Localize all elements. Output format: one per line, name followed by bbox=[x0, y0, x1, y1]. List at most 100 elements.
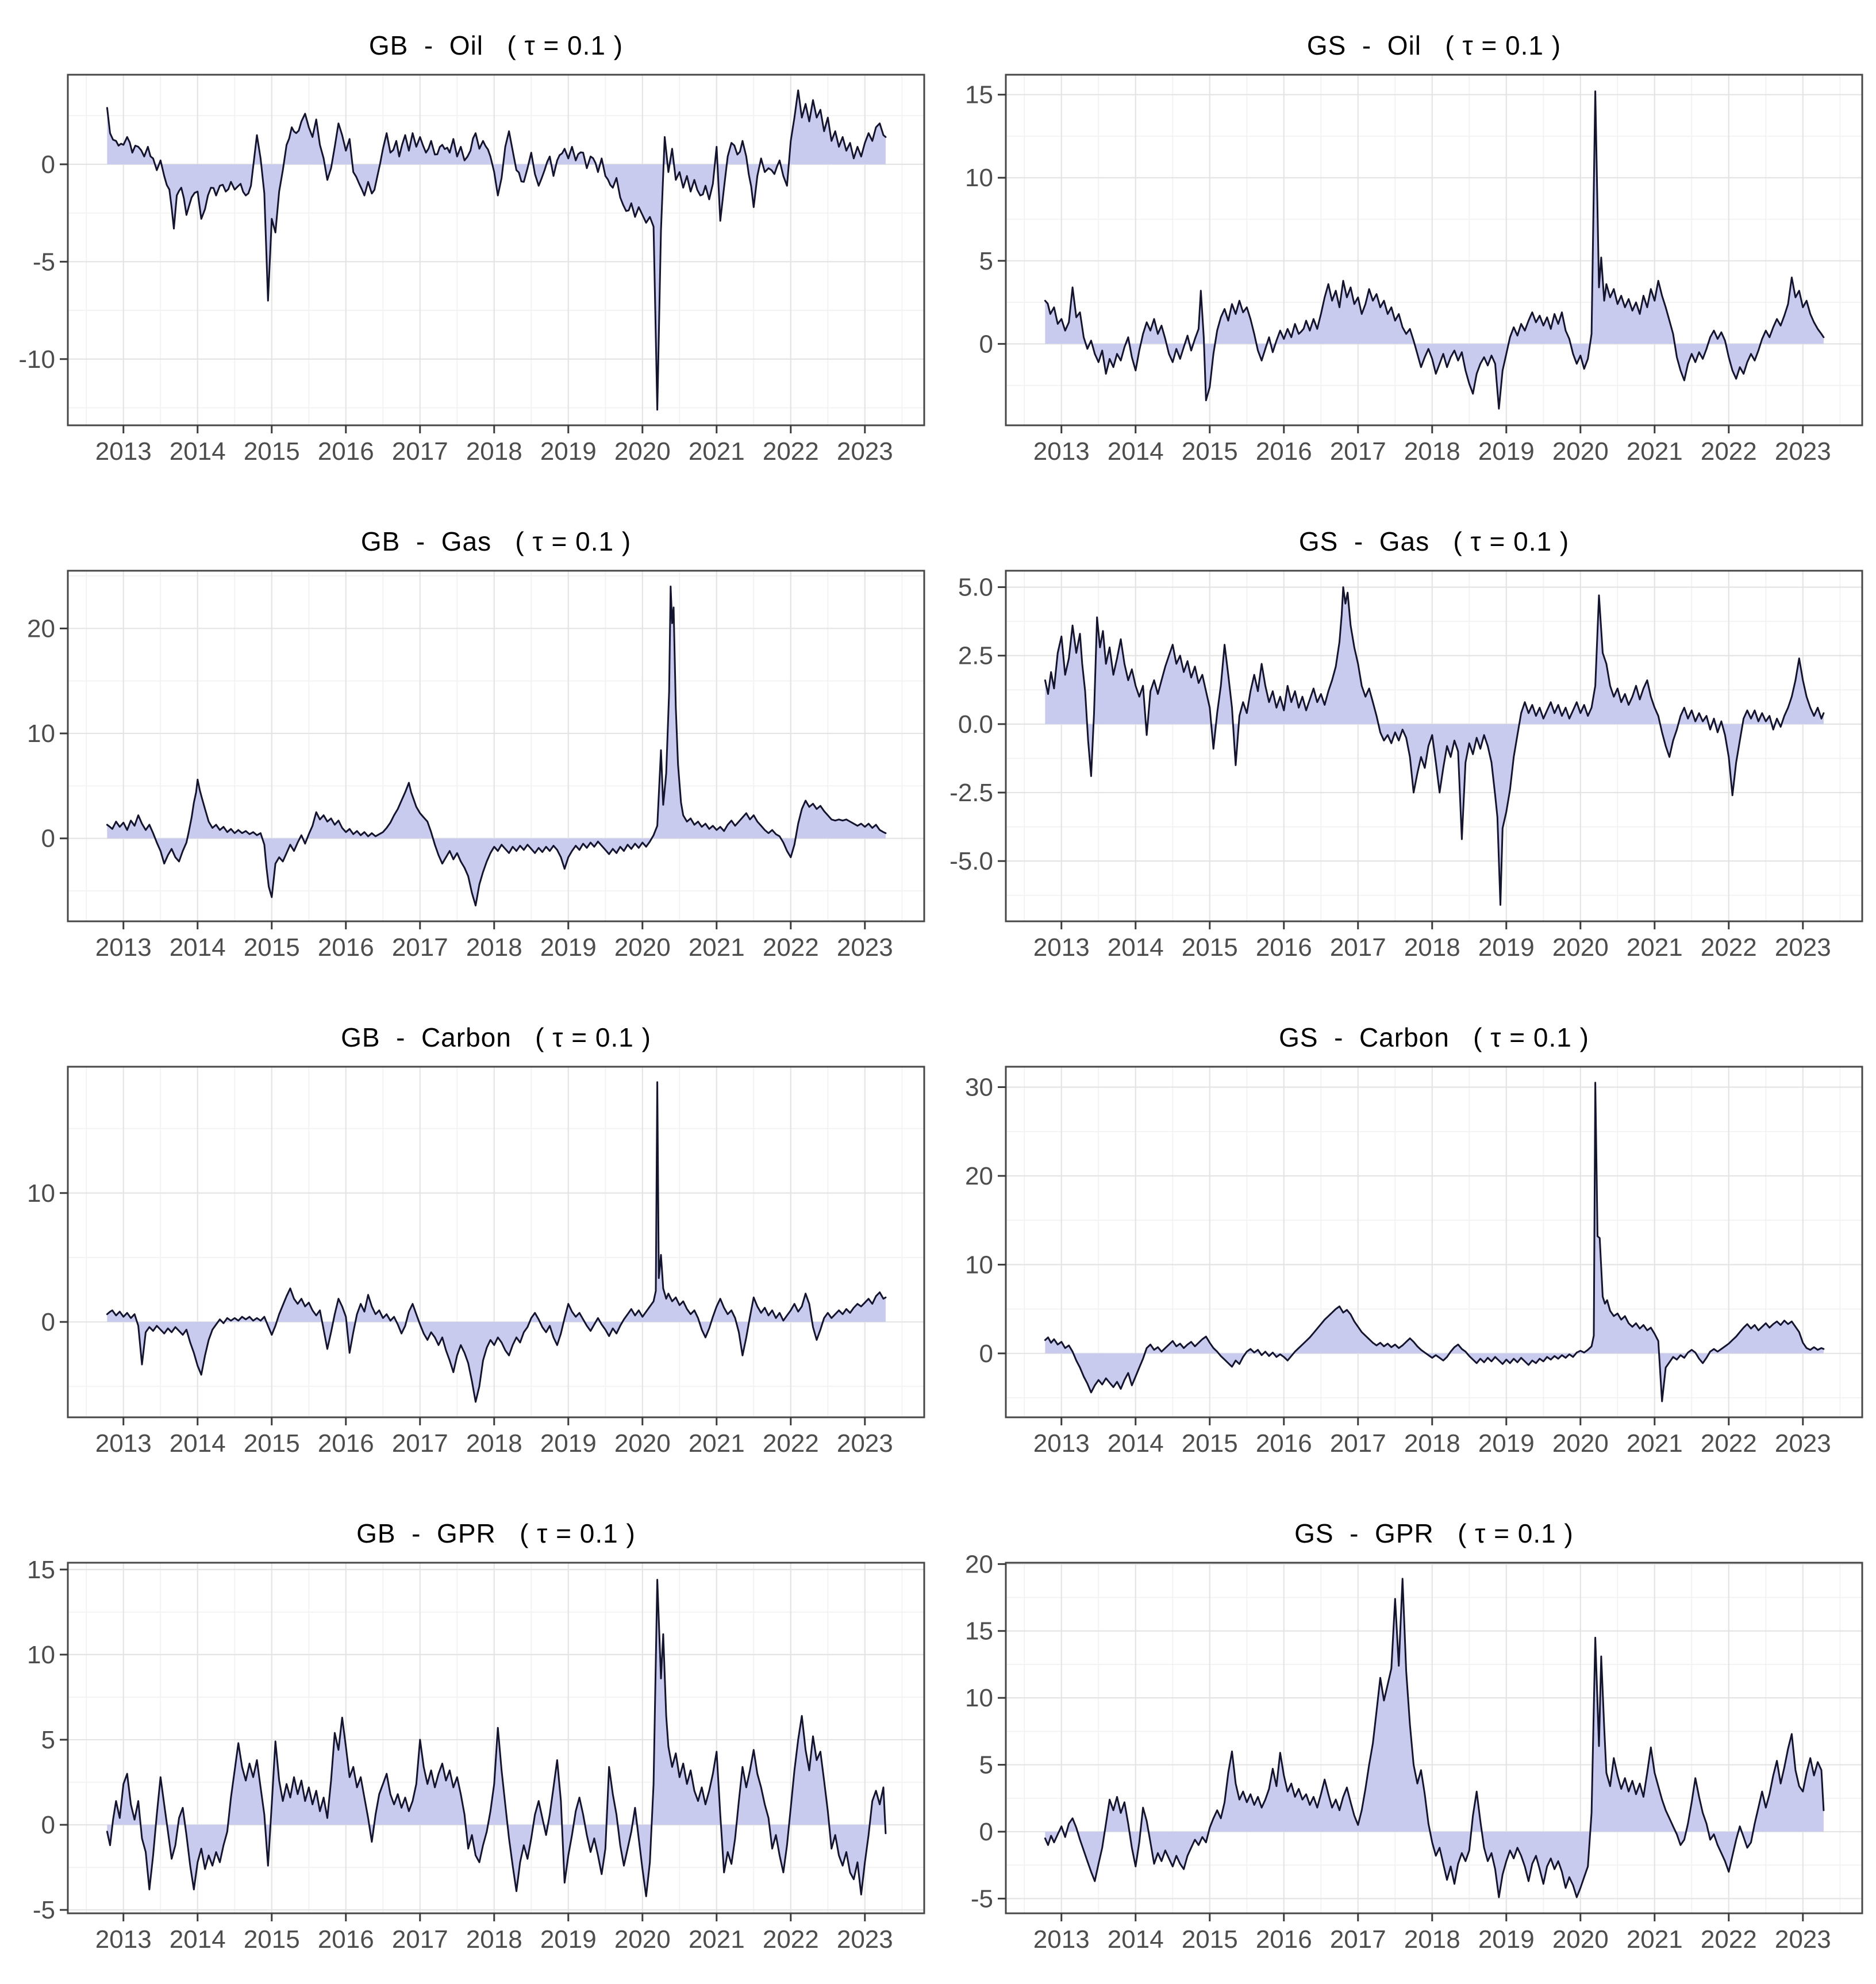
x-axis-tick-label: 2015 bbox=[244, 933, 300, 962]
x-axis-tick-label: 2015 bbox=[1182, 1429, 1238, 1458]
x-axis-tick-label: 2014 bbox=[1108, 933, 1164, 962]
x-axis-tick-label: 2022 bbox=[763, 1429, 819, 1458]
grid-minor bbox=[68, 571, 924, 921]
x-axis-tick-label: 2014 bbox=[1108, 1429, 1164, 1458]
axis-ticks bbox=[60, 627, 866, 929]
chart-plot: 2013 2014 2015 2016 2017 2018 2019 2020 2021 2022… bbox=[27, 570, 925, 962]
x-axis-tick-label: 2021 bbox=[1627, 1925, 1683, 1954]
x-axis-tick-label: 2022 bbox=[763, 933, 819, 962]
x-axis-tick-label: 2013 bbox=[1033, 1925, 1090, 1954]
chart-gs-carbon: GS - Carbon ( τ = 0.1 ) 2013 2014 2015 2016 2… bbox=[938, 992, 1876, 1488]
chart-title: GS - Carbon ( τ = 0.1 ) bbox=[1279, 1022, 1589, 1052]
x-axis-tick-label: 2017 bbox=[392, 437, 448, 466]
x-axis-tick-label: 2020 bbox=[614, 933, 671, 962]
chart-plot: 2013 2014 2015 2016 2017 2018 2019 2020 2021 2022… bbox=[965, 1551, 1863, 1954]
x-axis-tick-label: 2015 bbox=[1182, 437, 1238, 466]
chart-plot: 2013 2014 2015 2016 2017 2018 2019 2020 2021 2022… bbox=[965, 74, 1863, 466]
x-axis-tick-label: 2022 bbox=[1701, 1429, 1757, 1458]
chart-gs-oil: GS - Oil ( τ = 0.1 ) 2013 2014 2015 2016 2017… bbox=[938, 0, 1876, 496]
panel-background bbox=[68, 571, 924, 921]
y-axis-tick-label: 0 bbox=[979, 1340, 993, 1368]
x-axis-tick-label: 2022 bbox=[763, 1925, 819, 1954]
x-axis-tick-label: 2020 bbox=[1552, 437, 1609, 466]
grid-minor bbox=[1006, 1067, 1862, 1417]
panel-background bbox=[1006, 1067, 1862, 1417]
x-axis-tick-label: 2023 bbox=[837, 1429, 893, 1458]
y-axis-tick-label: 10 bbox=[27, 1641, 55, 1669]
axis-ticks bbox=[998, 94, 1804, 433]
chart-title: GB - GPR ( τ = 0.1 ) bbox=[356, 1518, 636, 1548]
x-axis-tick-label: 2019 bbox=[540, 437, 597, 466]
x-axis-tick-label: 2019 bbox=[540, 933, 597, 962]
x-axis-tick-label: 2021 bbox=[1627, 437, 1683, 466]
x-axis-tick-label: 2016 bbox=[1256, 437, 1312, 466]
x-axis-tick-label: 2023 bbox=[837, 1925, 893, 1954]
x-axis-tick-label: 2013 bbox=[1033, 1429, 1090, 1458]
chart-plot: 2013 2014 2015 2016 2017 2018 2019 2020 2021 2022… bbox=[27, 1066, 925, 1458]
y-axis-tick-label: -10 bbox=[18, 345, 55, 374]
x-axis-tick-label: 2014 bbox=[170, 1925, 226, 1954]
y-axis-tick-label: -2.5 bbox=[949, 779, 993, 807]
chart-plot: 2013 2014 2015 2016 2017 2018 2019 2020 2021 2022… bbox=[27, 1556, 925, 1954]
y-axis-labels: 0 -5 -10 bbox=[18, 151, 55, 374]
x-axis-tick-label: 2018 bbox=[466, 437, 522, 466]
series-area-fill bbox=[107, 1082, 886, 1402]
y-axis-tick-label: 20 bbox=[965, 1551, 993, 1578]
x-axis-labels: 2013 2014 2015 2016 2017 2018 2019 2020 2021 2022… bbox=[95, 1925, 893, 1954]
chart-gb-carbon: GB - Carbon ( τ = 0.1 ) 2013 2014 2015 2016 2… bbox=[0, 992, 938, 1488]
y-axis-tick-label: 0 bbox=[979, 1818, 993, 1846]
series-line bbox=[1044, 90, 1825, 410]
x-axis-tick-label: 2016 bbox=[318, 933, 374, 962]
series-area-fill bbox=[1045, 91, 1824, 409]
panel-border bbox=[1005, 570, 1863, 922]
x-axis-tick-label: 2020 bbox=[1552, 1925, 1609, 1954]
y-axis-tick-label: 15 bbox=[965, 81, 993, 109]
x-axis-tick-label: 2021 bbox=[1627, 1429, 1683, 1458]
y-axis-tick-label: 0.0 bbox=[958, 710, 993, 739]
x-axis-tick-label: 2019 bbox=[1478, 933, 1535, 962]
x-axis-tick-label: 2020 bbox=[614, 437, 671, 466]
y-axis-tick-label: 10 bbox=[965, 1251, 993, 1279]
x-axis-labels: 2013 2014 2015 2016 2017 2018 2019 2020 2021 2022… bbox=[1033, 1429, 1831, 1458]
axis-ticks bbox=[998, 1563, 1804, 1921]
x-axis-tick-label: 2013 bbox=[95, 437, 152, 466]
x-axis-tick-label: 2023 bbox=[837, 933, 893, 962]
y-axis-labels: 15 10 5 0 -5 bbox=[27, 1556, 55, 1924]
series-line bbox=[106, 585, 887, 907]
y-axis-tick-label: 5 bbox=[979, 1751, 993, 1779]
y-axis-labels: 10 0 bbox=[27, 1179, 55, 1336]
x-axis-tick-label: 2021 bbox=[689, 437, 745, 466]
x-axis-tick-label: 2020 bbox=[614, 1429, 671, 1458]
y-axis-tick-label: -5 bbox=[33, 248, 55, 276]
panel-background bbox=[1006, 1563, 1862, 1913]
y-axis-labels: 20 15 10 5 0 -5 bbox=[965, 1551, 993, 1913]
chart-title: GS - Gas ( τ = 0.1 ) bbox=[1298, 526, 1570, 556]
chart-gb-gpr: GB - GPR ( τ = 0.1 ) 2013 2014 2015 2016 2017… bbox=[0, 1488, 938, 1984]
grid-minor bbox=[68, 1067, 924, 1417]
y-axis-tick-label: -5 bbox=[971, 1885, 993, 1913]
chart-title: GB - Gas ( τ = 0.1 ) bbox=[360, 526, 632, 556]
x-axis-labels: 2013 2014 2015 2016 2017 2018 2019 2020 2021 2022… bbox=[95, 437, 893, 466]
chart-gs-gpr: GS - GPR ( τ = 0.1 ) 2013 2014 2015 2016 2017… bbox=[938, 1488, 1876, 1984]
y-axis-tick-label: 10 bbox=[27, 1179, 55, 1208]
y-axis-tick-label: 10 bbox=[965, 1684, 993, 1712]
y-axis-tick-label: 5.0 bbox=[958, 574, 993, 602]
x-axis-tick-label: 2013 bbox=[1033, 437, 1090, 466]
axis-ticks bbox=[998, 586, 1804, 929]
x-axis-tick-label: 2019 bbox=[1478, 1925, 1535, 1954]
chart-plot: 2013 2014 2015 2016 2017 2018 2019 2020 2021 2022… bbox=[965, 1066, 1863, 1458]
x-axis-tick-label: 2018 bbox=[466, 933, 522, 962]
x-axis-tick-label: 2017 bbox=[1330, 933, 1386, 962]
grid-major bbox=[68, 75, 924, 425]
x-axis-tick-label: 2021 bbox=[689, 1429, 745, 1458]
series-area-fill bbox=[1045, 1082, 1824, 1402]
grid-minor bbox=[68, 1563, 924, 1913]
x-axis-tick-label: 2015 bbox=[1182, 1925, 1238, 1954]
y-axis-tick-label: 0 bbox=[41, 151, 55, 179]
x-axis-tick-label: 2014 bbox=[170, 933, 226, 962]
x-axis-tick-label: 2020 bbox=[1552, 1429, 1609, 1458]
x-axis-tick-label: 2018 bbox=[1404, 1925, 1460, 1954]
y-axis-tick-label: 30 bbox=[965, 1074, 993, 1102]
